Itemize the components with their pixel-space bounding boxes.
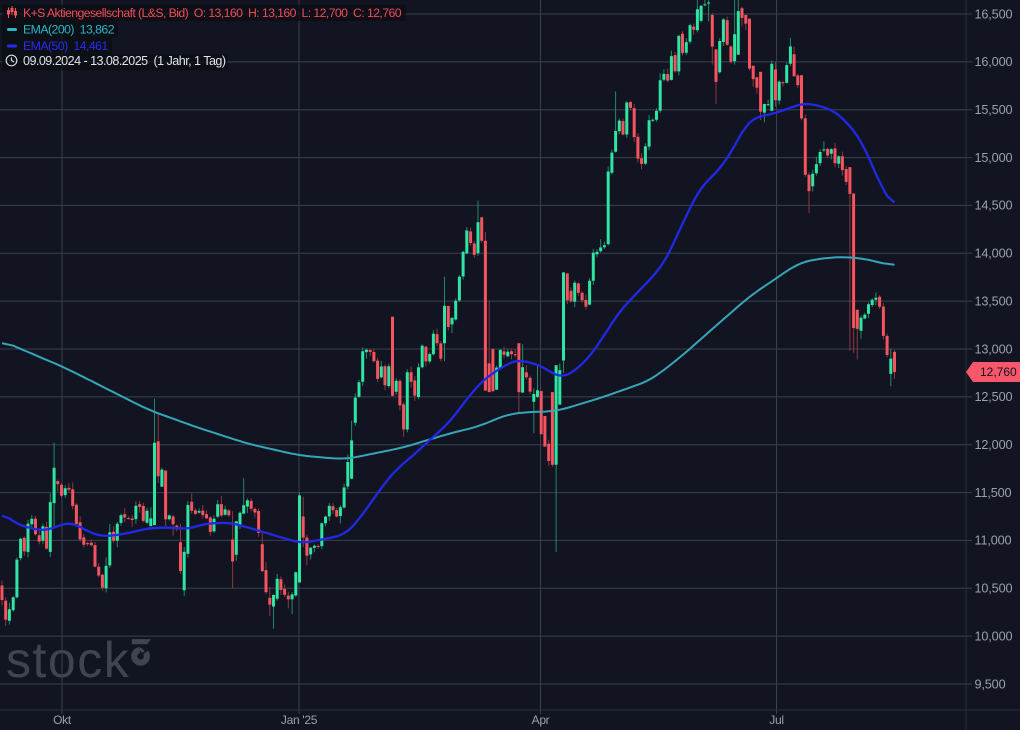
- svg-text:16,000: 16,000: [975, 55, 1013, 69]
- svg-text:EMA(50) 14,461: EMA(50) 14,461: [23, 39, 108, 53]
- svg-text:09.09.2024 - 13.08.2025 (1 Ja: 09.09.2024 - 13.08.2025 (1 Jahr, 1 Tag): [23, 54, 226, 68]
- svg-text:16,500: 16,500: [975, 7, 1013, 21]
- svg-text:15,500: 15,500: [975, 103, 1013, 117]
- svg-text:Apr: Apr: [532, 713, 550, 727]
- svg-text:10,500: 10,500: [975, 582, 1013, 596]
- svg-text:12,000: 12,000: [975, 438, 1013, 452]
- svg-text:13,500: 13,500: [975, 294, 1013, 308]
- svg-text:14,000: 14,000: [975, 247, 1013, 261]
- svg-text:15,000: 15,000: [975, 151, 1013, 165]
- svg-text:11,500: 11,500: [975, 486, 1012, 500]
- svg-text:13,000: 13,000: [975, 342, 1013, 356]
- svg-text:EMA(200) 13,862: EMA(200) 13,862: [23, 23, 115, 37]
- svg-text:9,500: 9,500: [975, 677, 1006, 691]
- svg-text:12,760: 12,760: [980, 365, 1017, 379]
- svg-text:10,000: 10,000: [975, 629, 1013, 643]
- svg-text:14,500: 14,500: [975, 199, 1013, 213]
- svg-text:11,000: 11,000: [975, 534, 1012, 548]
- svg-text:Okt: Okt: [53, 713, 72, 727]
- svg-text:Jan '25: Jan '25: [281, 713, 318, 727]
- svg-text:stock: stock: [6, 632, 130, 688]
- svg-text:K+S Aktiengesellschaft (L&S, B: K+S Aktiengesellschaft (L&S, Bid) O: 13,…: [23, 6, 402, 20]
- svg-text:Jul: Jul: [769, 713, 783, 727]
- svg-text:12,500: 12,500: [975, 390, 1013, 404]
